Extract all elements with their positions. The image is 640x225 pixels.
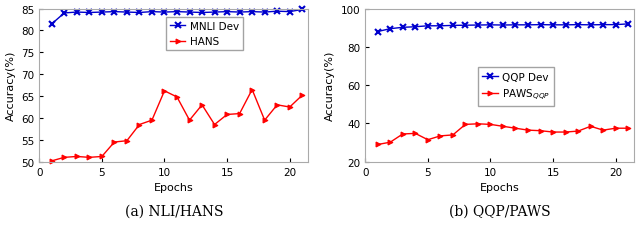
- MNLI Dev: [48, 23, 56, 26]
- MNLI Dev: [111, 11, 118, 14]
- HANS: [273, 104, 281, 107]
- Y-axis label: Accuracy(%): Accuracy(%): [6, 51, 15, 121]
- PAWS$_{QQP}$: [524, 129, 532, 132]
- MNLI Dev: [161, 12, 168, 14]
- QQP Dev: [562, 24, 570, 27]
- MNLI Dev: [211, 12, 218, 14]
- QQP Dev: [524, 24, 532, 27]
- MNLI Dev: [286, 11, 294, 14]
- PAWS$_{QQP}$: [599, 129, 607, 132]
- HANS: [161, 90, 168, 93]
- HANS: [148, 119, 156, 122]
- MNLI Dev: [73, 12, 81, 14]
- Line: PAWS$_{QQP}$: PAWS$_{QQP}$: [375, 122, 630, 147]
- Line: QQP Dev: QQP Dev: [375, 22, 631, 35]
- PAWS$_{QQP}$: [449, 134, 457, 137]
- HANS: [198, 104, 206, 107]
- PAWS$_{QQP}$: [374, 144, 381, 146]
- MNLI Dev: [173, 11, 181, 14]
- QQP Dev: [374, 31, 381, 34]
- HANS: [73, 155, 81, 158]
- PAWS$_{QQP}$: [436, 135, 444, 138]
- Line: HANS: HANS: [49, 88, 305, 164]
- PAWS$_{QQP}$: [424, 139, 431, 142]
- PAWS$_{QQP}$: [412, 133, 419, 135]
- MNLI Dev: [198, 12, 206, 15]
- QQP Dev: [387, 28, 394, 31]
- HANS: [98, 155, 106, 158]
- MNLI Dev: [136, 12, 143, 15]
- X-axis label: Epochs: Epochs: [480, 182, 520, 192]
- HANS: [223, 114, 231, 116]
- MNLI Dev: [273, 11, 281, 14]
- HANS: [123, 140, 131, 142]
- PAWS$_{QQP}$: [387, 141, 394, 144]
- QQP Dev: [474, 25, 482, 27]
- QQP Dev: [537, 24, 545, 27]
- MNLI Dev: [248, 11, 256, 14]
- HANS: [236, 113, 243, 115]
- QQP Dev: [625, 23, 632, 26]
- MNLI Dev: [236, 12, 243, 14]
- Y-axis label: Accuracy(%): Accuracy(%): [325, 51, 335, 121]
- PAWS$_{QQP}$: [625, 127, 632, 130]
- QQP Dev: [549, 24, 557, 27]
- PAWS$_{QQP}$: [587, 125, 595, 128]
- HANS: [111, 141, 118, 144]
- PAWS$_{QQP}$: [511, 127, 519, 130]
- PAWS$_{QQP}$: [499, 125, 507, 128]
- Line: MNLI Dev: MNLI Dev: [49, 8, 305, 27]
- HANS: [211, 124, 218, 126]
- HANS: [48, 160, 56, 162]
- QQP Dev: [499, 25, 507, 27]
- HANS: [60, 156, 68, 159]
- HANS: [248, 89, 256, 92]
- MNLI Dev: [123, 12, 131, 14]
- QQP Dev: [449, 25, 457, 28]
- QQP Dev: [587, 24, 595, 27]
- QQP Dev: [399, 27, 406, 29]
- Title: (b) QQP/PAWS: (b) QQP/PAWS: [449, 203, 550, 217]
- HANS: [173, 96, 181, 99]
- HANS: [86, 156, 93, 159]
- QQP Dev: [612, 24, 620, 27]
- MNLI Dev: [86, 12, 93, 15]
- Legend: MNLI Dev, HANS: MNLI Dev, HANS: [166, 18, 243, 51]
- QQP Dev: [486, 24, 494, 27]
- MNLI Dev: [223, 11, 231, 14]
- MNLI Dev: [98, 12, 106, 14]
- MNLI Dev: [298, 9, 306, 12]
- PAWS$_{QQP}$: [399, 133, 406, 136]
- PAWS$_{QQP}$: [574, 130, 582, 133]
- HANS: [136, 124, 143, 126]
- X-axis label: Epochs: Epochs: [154, 182, 194, 192]
- MNLI Dev: [186, 12, 193, 14]
- Legend: QQP Dev, PAWS$_{QQP}$: QQP Dev, PAWS$_{QQP}$: [478, 68, 554, 107]
- HANS: [186, 119, 193, 122]
- PAWS$_{QQP}$: [537, 130, 545, 133]
- PAWS$_{QQP}$: [461, 124, 469, 126]
- Title: (a) NLI/HANS: (a) NLI/HANS: [125, 203, 223, 217]
- PAWS$_{QQP}$: [486, 124, 494, 126]
- MNLI Dev: [148, 11, 156, 14]
- PAWS$_{QQP}$: [562, 131, 570, 134]
- HANS: [286, 106, 294, 109]
- HANS: [261, 119, 269, 122]
- PAWS$_{QQP}$: [474, 123, 482, 126]
- PAWS$_{QQP}$: [549, 131, 557, 134]
- MNLI Dev: [261, 12, 269, 14]
- MNLI Dev: [60, 13, 68, 15]
- QQP Dev: [461, 25, 469, 27]
- QQP Dev: [412, 26, 419, 29]
- QQP Dev: [436, 25, 444, 28]
- QQP Dev: [599, 24, 607, 27]
- QQP Dev: [424, 25, 431, 28]
- QQP Dev: [511, 24, 519, 27]
- PAWS$_{QQP}$: [612, 127, 620, 130]
- QQP Dev: [574, 24, 582, 27]
- HANS: [298, 94, 306, 97]
